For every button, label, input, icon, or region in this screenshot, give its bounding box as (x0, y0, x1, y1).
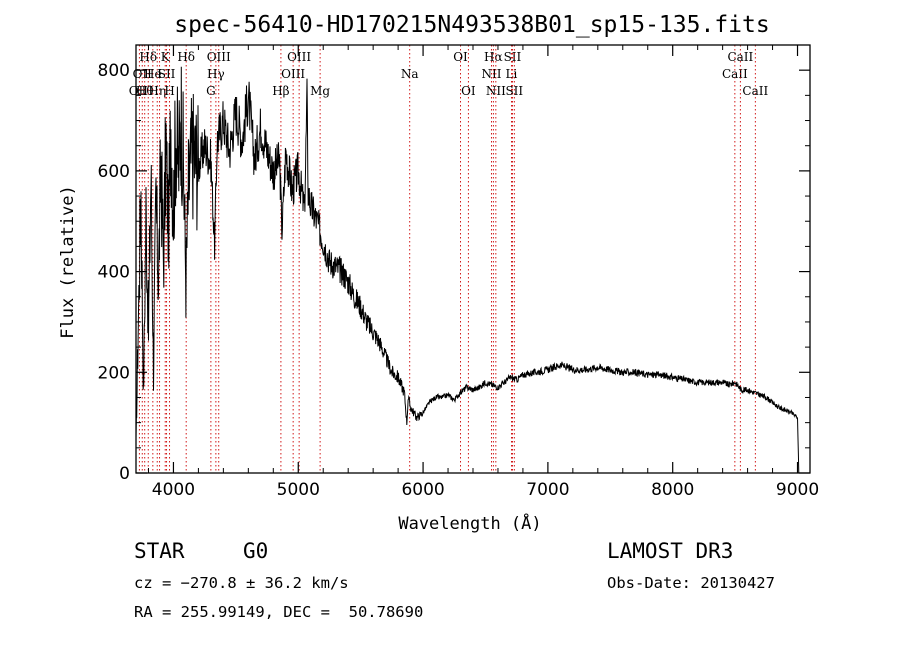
line-marker-label-20: OI (461, 84, 476, 98)
line-marker-label-27: CaII (722, 67, 748, 81)
survey-name: LAMOST DR3 (607, 539, 734, 563)
line-marker-label-10: Hδ (177, 50, 195, 64)
x-tick-label-1: 5000 (277, 480, 320, 500)
spectrum-line (135, 66, 800, 474)
line-marker-label-22: Hα (484, 50, 503, 64)
line-marker-label-0: OII (129, 84, 149, 98)
y-tick-label-3: 600 (98, 162, 130, 182)
y-tick-label-1: 200 (98, 363, 130, 383)
line-marker-label-25: SII (504, 50, 522, 64)
x-tick-label-5: 9000 (776, 480, 819, 500)
line-marker-label-8: SII (158, 67, 176, 81)
x-axis-ticks: 4000 5000 6000 7000 8000 9000 (147, 45, 819, 500)
line-marker-label-14: Hβ (272, 84, 289, 98)
x-tick-label-2: 6000 (401, 480, 444, 500)
line-marker-label-12: Hγ (207, 67, 225, 81)
y-tick-label-0: 0 (119, 464, 130, 484)
x-axis-label: Wavelength (Å) (398, 512, 541, 534)
line-marker-label-19: OI (453, 50, 468, 64)
spectral-subclass: G0 (243, 539, 269, 563)
x-tick-label-0: 4000 (152, 480, 195, 500)
line-marker-label-9: H (164, 84, 174, 98)
y-axis-label: Flux (relative) (58, 185, 78, 339)
line-marker-label-5: Hη (148, 84, 166, 98)
chart-title: spec-56410-HD170215N493538B01_sp15-135.f… (174, 12, 769, 38)
series-group (135, 66, 800, 474)
object-type: STAR (134, 539, 185, 563)
line-marker-label-11: G (206, 84, 216, 98)
line-marker-label-15: OIII (281, 67, 305, 81)
line-marker-label-26: SII (505, 84, 523, 98)
line-marker-label-3: Hδ (139, 50, 157, 64)
y-tick-label-2: 400 (98, 263, 130, 283)
line-marker-label-16: OIII (287, 50, 311, 64)
redshift-cz: cz = −270.8 ± 36.2 km/s (134, 574, 349, 592)
ra-dec: RA = 255.99149, DEC = 50.78690 (134, 603, 424, 621)
line-marker-label-28: CaII (727, 50, 753, 64)
line-marker-label-29: CaII (742, 84, 768, 98)
x-tick-label-3: 7000 (526, 480, 569, 500)
observation-date: Obs-Date: 20130427 (607, 574, 775, 592)
line-marker-label-23: NII (486, 84, 506, 98)
line-marker-label-7: K (161, 50, 171, 64)
y-axis-ticks: 0 200 400 600 800 (98, 44, 810, 484)
line-marker-label-17: Mg (310, 84, 330, 98)
line-marker-label-21: NII (481, 67, 501, 81)
line-marker-label-2: Hθ (136, 84, 154, 98)
y-tick-label-4: 800 (98, 61, 130, 81)
line-marker-label-6: I (157, 67, 162, 81)
line-marker-label-24: Li (506, 67, 518, 81)
x-tick-label-4: 8000 (651, 480, 694, 500)
line-marker-label-18: Na (401, 67, 419, 81)
line-markers: OIIOIIHθHδHeHηIKSIIHHδGHγOIIIHβOIIIOIIIM… (129, 45, 768, 473)
line-marker-label-13: OIII (207, 50, 231, 64)
